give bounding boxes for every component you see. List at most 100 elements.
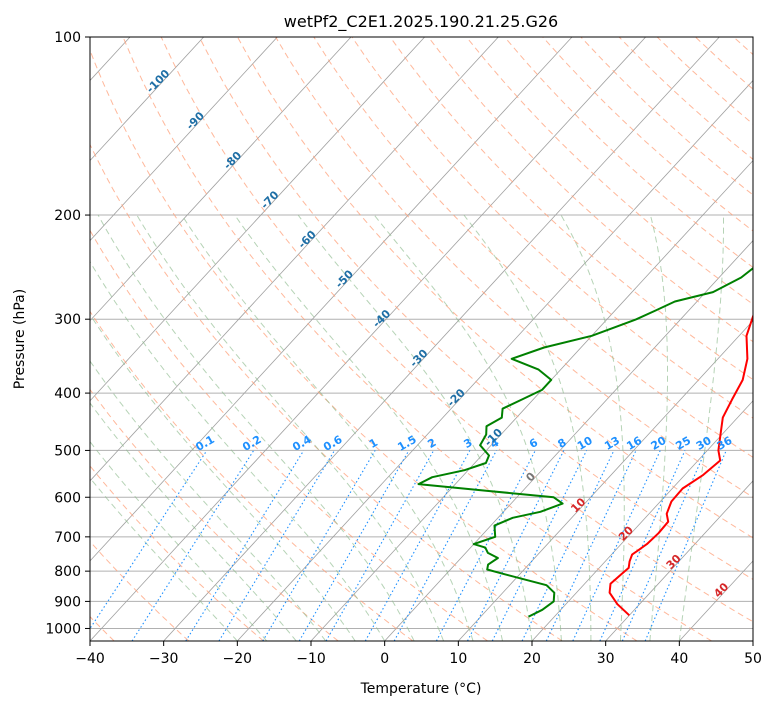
dry-adiabat-line	[313, 37, 753, 458]
isotherm-line	[237, 79, 753, 641]
isotherm-label: -30	[407, 346, 430, 369]
dry-adiabat-line	[198, 37, 753, 580]
dry-adiabat-line	[237, 37, 753, 539]
mixing-ratio-label: 6	[527, 436, 540, 451]
dry-adiabat-line	[695, 37, 753, 90]
isotherm-line	[163, 37, 720, 641]
moist-adiabat-line	[90, 260, 386, 641]
isotherm-line	[752, 640, 753, 641]
dry-adiabat-line	[504, 37, 753, 268]
temperature-line	[608, 313, 753, 617]
mixing-ratio-line	[218, 450, 336, 641]
x-axis: −40 −30 −20 −10 0 10 20 30 40 50	[75, 641, 762, 667]
y-tick-label: 200	[54, 208, 81, 224]
mixing-ratio-line	[491, 450, 588, 641]
mixing-ratio-line	[599, 450, 686, 641]
x-tick-label: 10	[449, 651, 467, 667]
y-tick-label: 900	[54, 594, 81, 610]
mixing-ratio-line	[131, 450, 255, 641]
x-tick-label: 30	[597, 651, 615, 667]
x-tick-label: −10	[296, 651, 326, 667]
dry-adiabat-line	[90, 48, 638, 641]
chart-title: wetPf2_C2E1.2025.190.21.25.G26	[284, 12, 558, 32]
mixing-ratio-line	[325, 450, 435, 641]
y-tick-label: 300	[54, 312, 81, 328]
moist-adiabat-line	[678, 215, 724, 641]
isotherm-line	[90, 37, 204, 162]
dry-adiabat-line	[90, 229, 488, 641]
dry-adiabat-line	[466, 37, 753, 305]
isotherm-label: -90	[184, 109, 207, 132]
sounding-profiles	[417, 267, 753, 618]
dry-adiabat-line	[90, 388, 339, 641]
dewpoint-line	[417, 267, 753, 618]
x-axis-label: Temperature (°C)	[360, 681, 482, 697]
moist-adiabat-line	[373, 214, 562, 641]
moist-adiabat-line	[649, 214, 668, 641]
mixing-ratio-line	[393, 450, 497, 641]
moist-adiabat-line	[234, 214, 503, 641]
moist-adiabat-line	[136, 214, 445, 641]
x-tick-label: −30	[149, 651, 179, 667]
mixing-ratio-label: 3	[462, 436, 475, 451]
moist-adiabat-line	[90, 440, 268, 641]
x-tick-label: −40	[75, 651, 105, 667]
moist-adiabat-line	[97, 214, 415, 641]
y-tick-label: 500	[54, 443, 81, 459]
isotherm-label: 30	[664, 552, 684, 572]
isotherm-label: -10	[482, 426, 505, 449]
isotherm-label: -100	[144, 67, 173, 96]
x-tick-label: −20	[223, 651, 253, 667]
mixing-ratio-line	[521, 450, 615, 641]
y-tick-label: 600	[54, 490, 81, 506]
dry-adiabat-line	[90, 465, 264, 641]
x-tick-label: 40	[670, 651, 688, 667]
dry-adiabat-line	[427, 37, 753, 343]
mixing-ratio-line	[298, 450, 410, 641]
moist-adiabat-line	[90, 477, 238, 641]
dry-adiabat-line	[389, 37, 753, 381]
dry-adiabat-line	[275, 37, 753, 498]
y-tick-label: 400	[54, 386, 81, 402]
isotherm-line	[605, 480, 753, 641]
isotherm-line	[90, 37, 425, 402]
dry-adiabat-line	[351, 37, 753, 419]
isotherm-line	[90, 37, 646, 641]
moist-adiabat-line	[90, 402, 297, 641]
mixing-ratio-line	[185, 450, 305, 641]
dry-adiabat-line	[656, 37, 753, 125]
x-tick-label: 50	[744, 651, 762, 667]
isotherm-label: 40	[711, 580, 731, 600]
isotherm-label: -50	[333, 267, 356, 290]
y-tick-label: 1000	[45, 621, 81, 637]
isotherm-line	[90, 37, 499, 482]
moist-adiabat-line	[560, 214, 625, 641]
dry-adiabat-line	[122, 37, 712, 641]
mixing-ratio-line	[364, 450, 471, 641]
x-tick-label: 0	[380, 651, 389, 667]
isotherm-label: -80	[221, 149, 244, 172]
mixing-ratio-label: 2	[425, 436, 438, 451]
y-axis-label: Pressure (hPa)	[12, 289, 28, 389]
isotherm-line	[0, 37, 56, 641]
dry-adiabat-line	[733, 37, 753, 56]
x-tick-label: 20	[523, 651, 541, 667]
isotherm-label: 10	[568, 495, 588, 515]
moist-adiabat-line	[181, 214, 474, 641]
isotherm-line	[90, 37, 573, 562]
mixing-ratio-line	[572, 450, 661, 641]
isotherm-label: -40	[370, 307, 393, 330]
plot-frame	[89, 36, 754, 642]
moist-adiabat-line	[463, 214, 592, 641]
dry-adiabat-line	[90, 540, 190, 641]
isotherm-label: 20	[616, 523, 636, 543]
isotherm-line	[90, 37, 352, 322]
mixing-ratio-line	[545, 450, 637, 641]
mixing-ratio-line	[262, 450, 376, 641]
dry-adiabat-line	[90, 143, 563, 641]
isotherm-line	[90, 37, 278, 242]
y-tick-label: 100	[54, 30, 81, 46]
isotherm-line	[458, 320, 753, 641]
y-tick-label: 800	[54, 564, 81, 580]
